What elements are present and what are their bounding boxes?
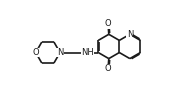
Text: O: O [32,48,39,57]
Text: N: N [127,30,133,39]
Text: NH: NH [81,48,94,57]
Text: O: O [105,64,111,73]
Text: N: N [57,48,63,57]
Text: O: O [105,20,111,29]
